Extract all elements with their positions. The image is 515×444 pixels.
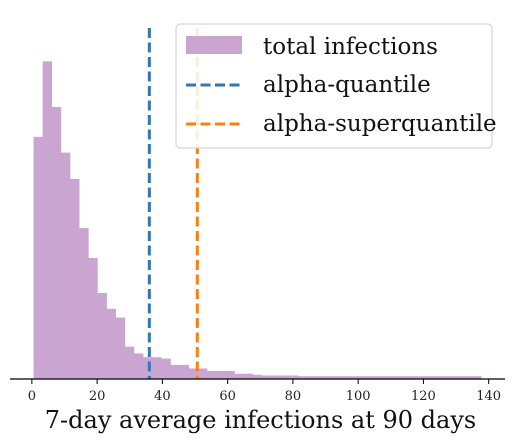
legend-label-alpha-superquantile: alpha-superquantile bbox=[263, 111, 497, 137]
histogram-bar bbox=[353, 376, 363, 379]
histogram-bar bbox=[179, 364, 190, 379]
legend-swatch-total-infections bbox=[186, 36, 242, 54]
histogram-bar bbox=[216, 370, 226, 379]
histogram-bar bbox=[225, 370, 235, 379]
histogram-bar bbox=[51, 106, 62, 379]
histogram-bar bbox=[197, 368, 208, 379]
x-tick-label: 60 bbox=[219, 389, 236, 404]
x-tick-label: 20 bbox=[89, 389, 106, 404]
histogram-bar bbox=[289, 375, 299, 379]
histogram-bar bbox=[234, 373, 244, 379]
histogram-bar bbox=[316, 376, 327, 379]
x-tick-label: 100 bbox=[346, 389, 371, 404]
histogram-bar bbox=[106, 308, 117, 379]
x-tick-label: 140 bbox=[476, 389, 501, 404]
x-tick-label: 80 bbox=[285, 389, 302, 404]
histogram-bar bbox=[334, 376, 345, 379]
histogram-bar bbox=[161, 358, 171, 379]
legend-label-alpha-quantile: alpha-quantile bbox=[263, 72, 431, 98]
x-tick-label: 120 bbox=[411, 389, 436, 404]
histogram-bar bbox=[33, 136, 43, 379]
x-ticks: 0 20 40 60 80 100 120 140 bbox=[28, 379, 501, 404]
histogram-bar bbox=[371, 376, 381, 379]
legend-label-total-infections: total infections bbox=[263, 34, 438, 60]
histogram-bar bbox=[207, 370, 217, 379]
histogram-bar bbox=[243, 373, 254, 379]
histogram-bars bbox=[33, 61, 482, 379]
histogram-bar bbox=[79, 228, 89, 379]
legend-frame bbox=[175, 23, 493, 149]
histogram-bar bbox=[252, 374, 263, 379]
histogram-bar bbox=[344, 376, 354, 379]
histogram-bar bbox=[362, 376, 372, 379]
histogram-bar bbox=[88, 257, 98, 379]
histogram-bar bbox=[42, 61, 53, 379]
histogram-bar bbox=[426, 376, 436, 379]
histogram-bar bbox=[170, 364, 180, 379]
histogram-bar bbox=[398, 376, 409, 379]
histogram-bar bbox=[133, 353, 144, 379]
histogram-bar bbox=[280, 375, 290, 379]
histogram-bar bbox=[325, 376, 336, 379]
histogram-bar bbox=[70, 178, 80, 379]
histogram-bar bbox=[271, 375, 281, 379]
histogram-bar bbox=[261, 375, 272, 379]
histogram-bar bbox=[124, 346, 135, 379]
histogram-bar bbox=[380, 376, 391, 379]
histogram-bar bbox=[453, 376, 464, 379]
histogram-bar bbox=[444, 376, 455, 379]
histogram-bar bbox=[417, 376, 427, 379]
histogram-bar bbox=[188, 368, 199, 379]
histogram-bar bbox=[435, 376, 445, 379]
histogram-bar bbox=[307, 376, 318, 379]
x-axis-title: 7-day average infections at 90 days bbox=[45, 406, 476, 434]
histogram-bar bbox=[472, 376, 482, 379]
histogram-bar bbox=[60, 152, 71, 379]
histogram-bar bbox=[152, 357, 162, 379]
x-tick-label: 0 bbox=[28, 389, 36, 404]
histogram-bar bbox=[462, 376, 473, 379]
histogram-bar bbox=[408, 376, 418, 379]
x-tick-label: 40 bbox=[154, 389, 171, 404]
histogram-bar bbox=[298, 376, 308, 379]
legend: total infections alpha-quantile alpha-su… bbox=[175, 23, 497, 149]
histogram-bar bbox=[389, 376, 400, 379]
histogram-bar bbox=[115, 317, 126, 379]
histogram-bar bbox=[97, 293, 107, 379]
